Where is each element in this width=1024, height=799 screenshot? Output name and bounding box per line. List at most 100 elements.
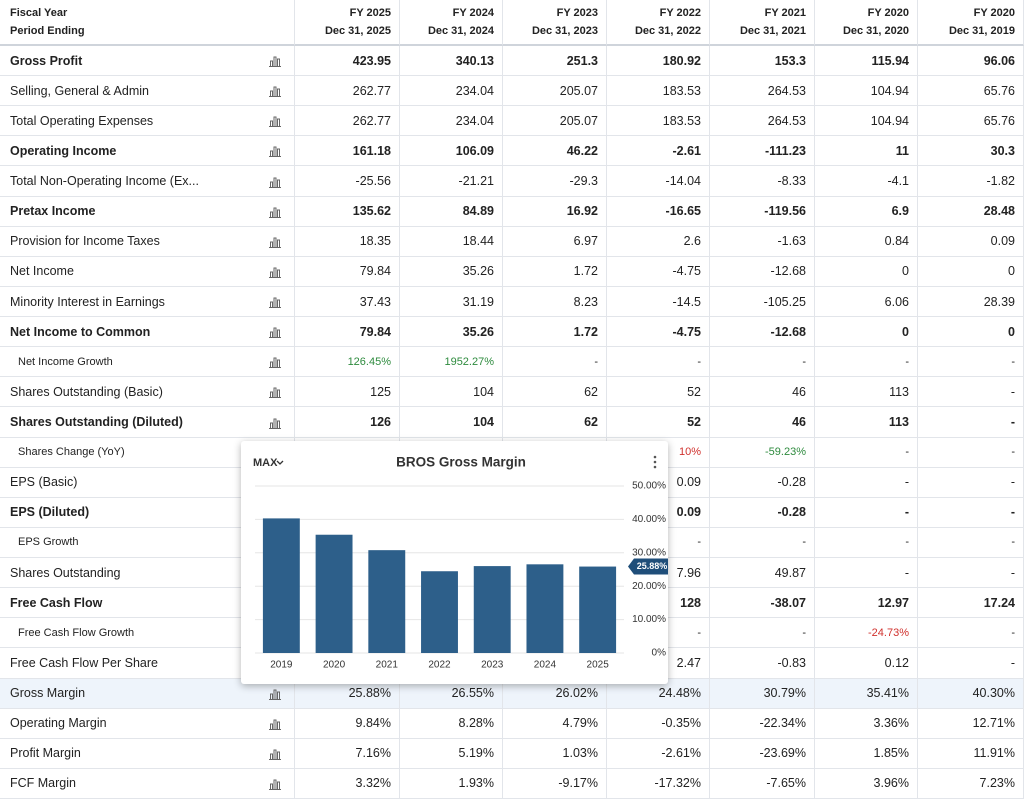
table-cell: 0 [918,317,1024,348]
table-cell: - [503,347,607,378]
table-cell: 1.03% [503,738,607,769]
table-cell: 96.06 [918,46,1024,77]
table-cell: -17.32% [607,768,710,799]
row-label: Net Income to Common [0,317,295,348]
chart-icon[interactable] [268,144,282,158]
table-cell: -29.3 [503,166,607,197]
table-cell: 106.09 [400,136,503,167]
chart-icon[interactable] [268,235,282,248]
chart-icon[interactable] [268,175,282,188]
table-cell: - [918,618,1024,649]
chart-icon[interactable] [268,325,282,339]
table-cell: -24.73% [815,618,918,649]
table-cell: - [710,618,815,649]
row-label: Profit Margin [0,738,295,769]
table-cell: 135.62 [295,196,400,227]
menu-button[interactable] [653,455,657,469]
table-cell: 423.95 [295,46,400,77]
table-cell: 1.72 [503,256,607,287]
table-cell: 205.07 [503,106,607,137]
chart-icon[interactable] [268,114,282,128]
table-cell: 1.72 [503,317,607,348]
chart-icon[interactable] [268,416,282,429]
row-label: Operating Income [0,136,295,167]
chart-icon[interactable] [268,54,282,68]
table-cell: -9.17% [503,768,607,799]
table-cell: 18.35 [295,226,400,257]
table-cell: 0.84 [815,226,918,257]
table-cell: 104.94 [815,106,918,137]
table-cell: - [710,527,815,559]
row-label: Pretax Income [0,196,295,227]
table-cell: -38.07 [710,588,815,619]
table-cell: -25.56 [295,166,400,197]
table-cell: 3.32% [295,768,400,799]
table-cell: -0.35% [607,708,710,739]
chart-icon[interactable] [268,355,282,369]
header-line: Dec 31, 2019 [948,25,1015,37]
table-cell: 3.96% [815,768,918,799]
chart-icon[interactable] [268,265,282,278]
dropdown-caret[interactable] [276,460,284,465]
chart-icon[interactable] [268,687,282,700]
y-tick-label: 10.00% [632,614,666,625]
column-header: FY 2025 Dec 31, 2025 [295,0,400,46]
table-cell: 264.53 [710,76,815,107]
y-tick-label: 30.00% [632,547,666,558]
header-line: Period Ending [10,25,85,37]
row-label: Operating Margin [0,708,295,739]
table-cell: -8.33 [710,166,815,197]
column-header: FY 2023 Dec 31, 2023 [503,0,607,46]
table-cell: - [918,527,1024,559]
table-cell: - [918,347,1024,378]
table-cell: -1.63 [710,226,815,257]
table-cell: - [815,558,918,589]
bar [262,518,300,653]
table-cell: 12.97 [815,588,918,619]
chart-icon[interactable] [268,717,282,730]
table-cell: 264.53 [710,106,815,137]
table-cell: -119.56 [710,196,815,227]
table-cell: 7.23% [918,768,1024,799]
table-cell: 2.6 [607,226,710,257]
chart-popup: MAX BROS Gross Margin 0% 10.00% 20.00% 30.0… [241,441,670,684]
bar [473,566,511,653]
table-cell: 6.97 [503,226,607,257]
chart-icon[interactable] [268,385,282,399]
table-cell: 262.77 [295,76,400,107]
table-cell: 5.19% [400,738,503,769]
table-cell: 35.26 [400,317,503,348]
header-line: FY 2024 [452,7,494,19]
row-label: Net Income Growth [0,347,295,378]
y-tick-label: 40.00% [632,514,666,525]
table-cell: 0 [815,256,918,287]
range-selector[interactable]: MAX [253,457,278,469]
header-line: FY 2025 [349,7,391,19]
table-cell: 161.18 [295,136,400,167]
chart-icon[interactable] [268,295,282,309]
chart-icon[interactable] [268,84,282,98]
y-tick-label: 50.00% [632,481,666,492]
table-cell: -59.23% [710,437,815,468]
table-cell: 234.04 [400,76,503,107]
column-header: FY 2020 Dec 31, 2019 [918,0,1024,46]
table-cell: 0 [918,256,1024,287]
row-label: Total Non-Operating Income (Ex... [0,166,295,197]
table-cell: 126.45% [295,347,400,378]
header-line: Dec 31, 2023 [531,25,598,37]
table-cell: -12.68 [710,256,815,287]
table-cell: 28.39 [918,286,1024,318]
x-tick-label: 2023 [481,660,504,671]
chart-icon[interactable] [268,205,282,218]
header-line: Dec 31, 2022 [634,25,701,37]
header-line: FY 2022 [659,7,701,19]
chart-icon[interactable] [268,747,282,760]
table-cell: 9.84% [295,708,400,739]
table-cell: 11 [815,136,918,167]
table-cell: 126 [295,407,400,438]
table-cell: 104.94 [815,76,918,107]
table-cell: 46 [710,407,815,438]
chart-icon[interactable] [268,777,282,790]
column-header: Fiscal Year Period Ending [0,0,295,46]
